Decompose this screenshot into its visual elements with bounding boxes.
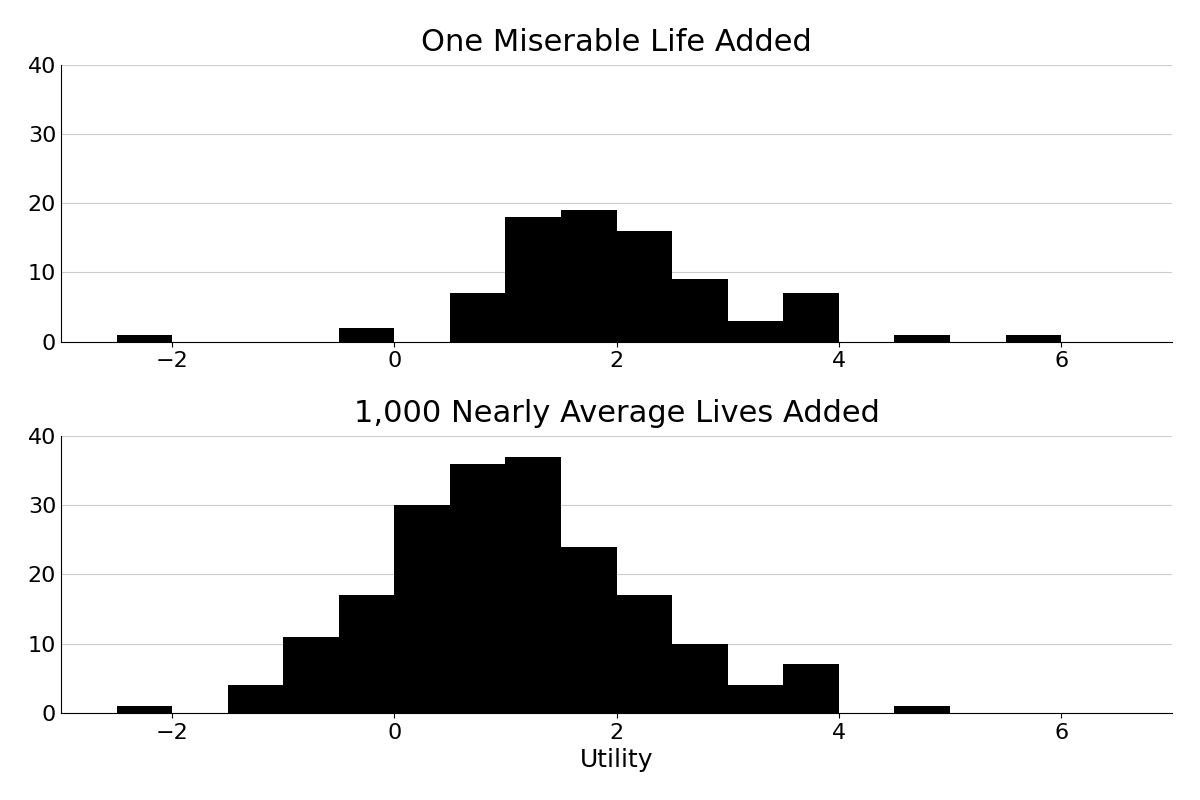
Bar: [395, 506, 450, 713]
Bar: [116, 706, 172, 713]
Title: One Miserable Life Added: One Miserable Life Added: [421, 28, 812, 57]
Bar: [894, 706, 950, 713]
Title: 1,000 Nearly Average Lives Added: 1,000 Nearly Average Lives Added: [354, 399, 880, 428]
Bar: [617, 595, 672, 713]
Bar: [505, 217, 562, 342]
Bar: [562, 546, 617, 713]
Bar: [505, 457, 562, 713]
Bar: [672, 644, 727, 713]
Bar: [283, 637, 338, 713]
Bar: [727, 686, 784, 713]
Bar: [727, 321, 784, 342]
Bar: [562, 210, 617, 342]
Bar: [1006, 334, 1061, 342]
Bar: [784, 665, 839, 713]
Bar: [116, 334, 172, 342]
Bar: [228, 686, 283, 713]
Bar: [617, 231, 672, 342]
Bar: [450, 293, 505, 342]
Bar: [450, 464, 505, 713]
Bar: [672, 279, 727, 342]
Bar: [338, 328, 395, 342]
Bar: [784, 293, 839, 342]
Bar: [338, 595, 395, 713]
X-axis label: Utility: Utility: [580, 748, 653, 772]
Bar: [894, 334, 950, 342]
